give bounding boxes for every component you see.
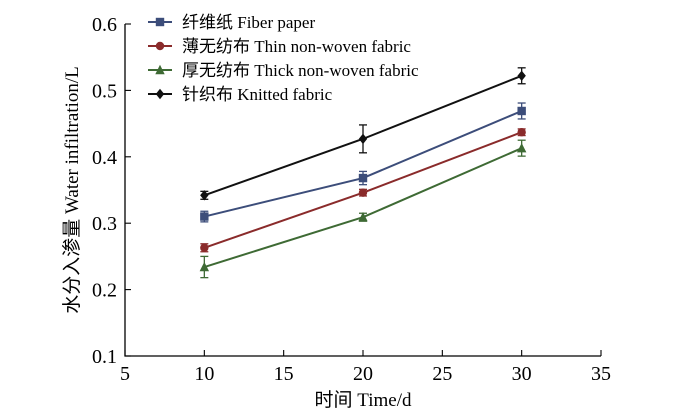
x-tick-label: 15 xyxy=(274,363,294,385)
data-point xyxy=(200,243,209,252)
legend-label: 针织布 Knitted fabric xyxy=(182,85,333,104)
y-tick-label: 0.5 xyxy=(92,80,117,102)
data-point xyxy=(155,88,165,100)
data-point xyxy=(155,64,165,75)
y-tick-label: 0.3 xyxy=(92,213,117,235)
legend-label: 厚无纺布 Thick non-woven fabric xyxy=(182,61,419,80)
legend-label: 纤维纸 Fiber paper xyxy=(182,13,315,32)
data-point xyxy=(200,212,209,221)
series-0 xyxy=(200,102,526,223)
data-point xyxy=(516,142,527,153)
y-axis-title: 水分入渗量 Water infiltration/L xyxy=(61,66,83,314)
x-tick-label: 30 xyxy=(512,363,532,385)
data-point xyxy=(200,190,209,201)
series-3 xyxy=(200,67,526,201)
legend-entry-1: 薄无纺布 Thin non-woven fabric xyxy=(148,37,411,56)
series-1 xyxy=(200,128,526,253)
data-point xyxy=(199,261,210,272)
x-tick-label: 10 xyxy=(194,363,214,385)
legend-entry-3: 针织布 Knitted fabric xyxy=(148,85,333,104)
y-tick-label: 0.2 xyxy=(92,280,117,302)
y-tick-label: 0.4 xyxy=(92,147,117,169)
legend-entry-0: 纤维纸 Fiber paper xyxy=(148,13,315,32)
data-point xyxy=(358,188,368,197)
data-point xyxy=(358,133,368,145)
y-tick-label: 0.6 xyxy=(92,14,117,36)
legend-label: 薄无纺布 Thin non-woven fabric xyxy=(182,37,411,56)
x-axis-title: 时间 Time/d xyxy=(315,389,412,411)
legend-entry-2: 厚无纺布 Thick non-woven fabric xyxy=(148,61,419,80)
data-point xyxy=(517,106,526,116)
x-tick-label: 25 xyxy=(432,363,452,385)
data-point xyxy=(155,17,165,27)
data-point xyxy=(358,212,368,222)
x-tick-label: 5 xyxy=(120,363,130,385)
axes: 5 10 15 20 25 30 35 0.1 0.2 0.3 0.4 0.5 0.6 xyxy=(92,14,611,385)
legend: 纤维纸 Fiber paper 薄无纺布 Thin non-woven fabri… xyxy=(148,13,419,104)
series-layer xyxy=(199,67,527,279)
data-point xyxy=(358,173,368,183)
data-point xyxy=(517,128,526,137)
x-tick-label: 35 xyxy=(591,363,611,385)
data-point xyxy=(517,70,526,81)
series-line xyxy=(204,147,523,268)
data-point xyxy=(155,41,165,51)
series-2 xyxy=(199,139,527,279)
y-tick-label: 0.1 xyxy=(92,346,117,368)
x-tick-label: 20 xyxy=(353,363,373,385)
